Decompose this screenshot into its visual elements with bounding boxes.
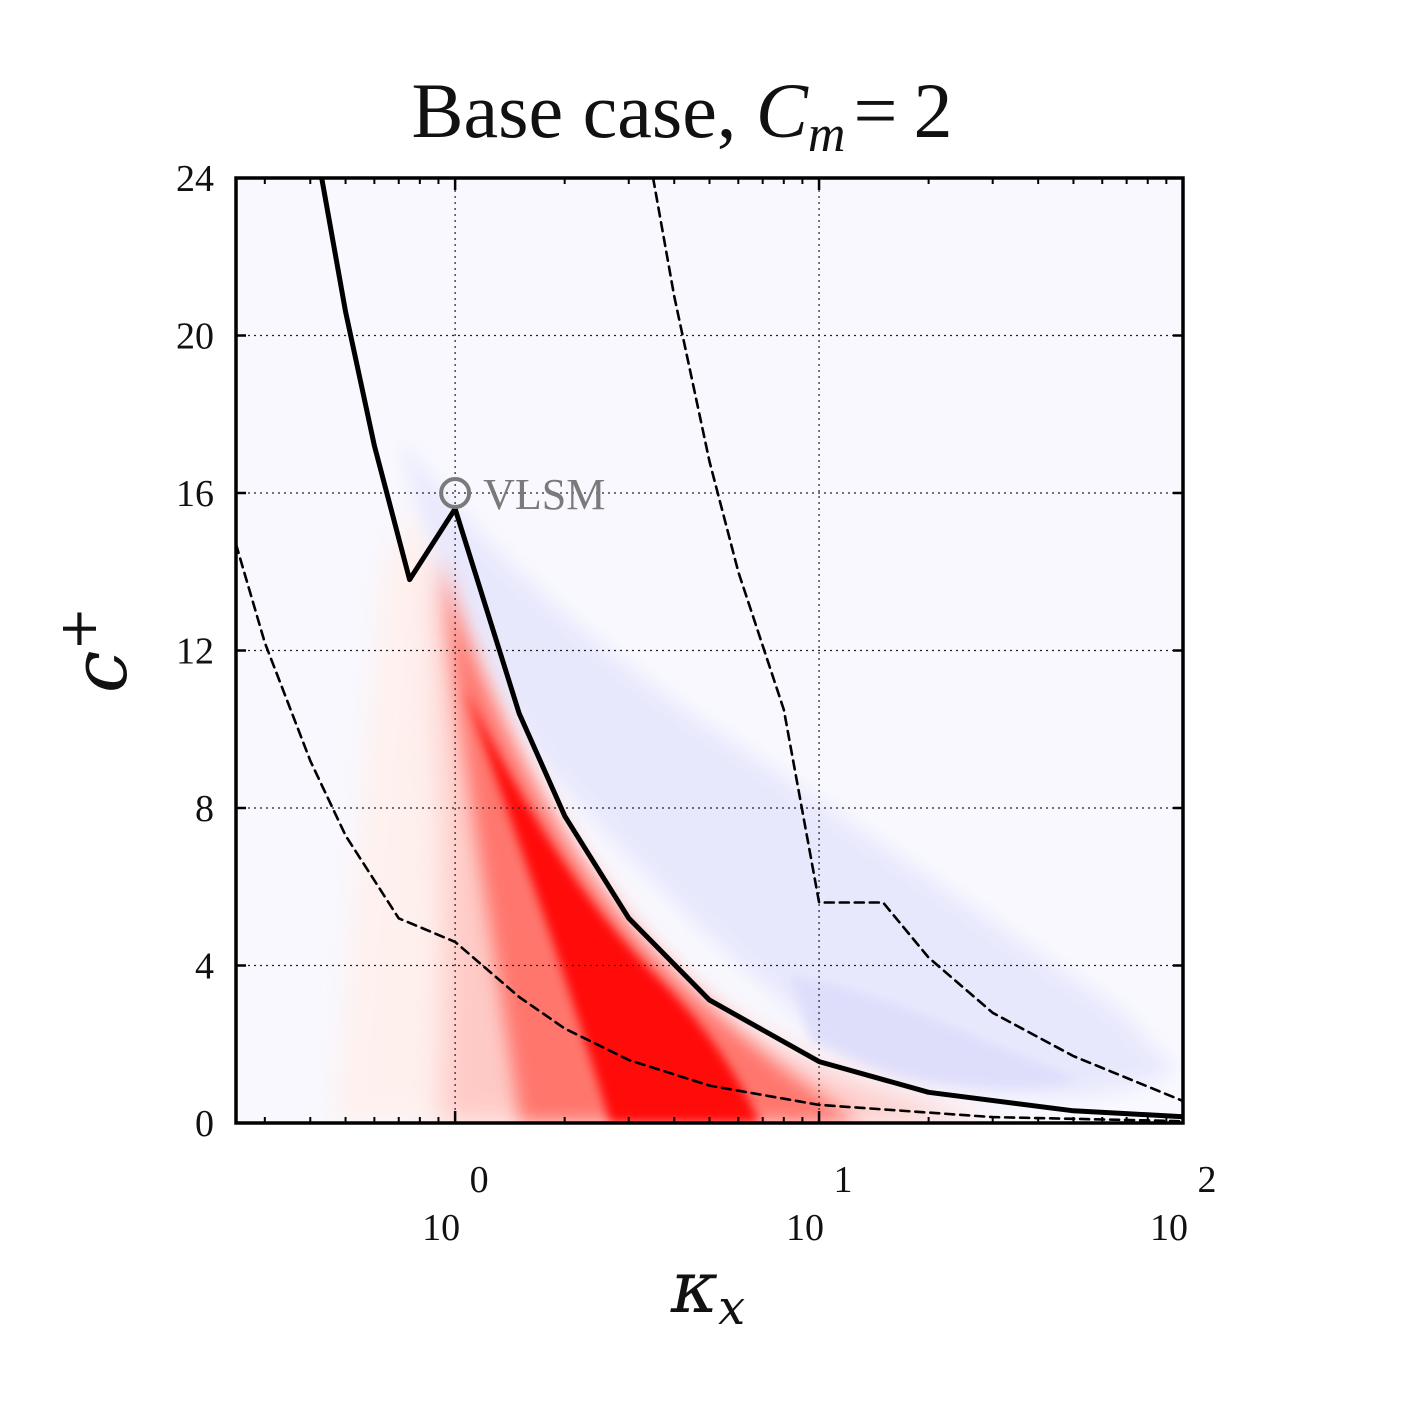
y-axis-label: c+ bbox=[49, 607, 144, 693]
x-tick-label-exponent: 0 bbox=[470, 1159, 489, 1201]
y-tick-labels: 0 4 8 12 16 20 24 bbox=[176, 158, 214, 1145]
x-tick-label-exponent: 2 bbox=[1198, 1159, 1217, 1201]
x-tick-label-base: 10 bbox=[422, 1207, 460, 1249]
y-axis-symbol: c bbox=[55, 651, 144, 694]
y-tick-label: 0 bbox=[195, 1103, 214, 1145]
curve-dashed-1 bbox=[236, 542, 1183, 1123]
vlsm-label: VLSM bbox=[483, 470, 605, 519]
heatmap-positive-strong bbox=[440, 560, 860, 1123]
y-tick-label: 16 bbox=[176, 473, 214, 515]
title-text: Base case, bbox=[412, 67, 756, 154]
curve-dashed-2 bbox=[651, 178, 1183, 1103]
y-tick-label: 4 bbox=[195, 946, 214, 988]
curves bbox=[236, 178, 1183, 1123]
title-symbol: C bbox=[756, 67, 809, 154]
axis-ticks bbox=[236, 176, 1185, 1125]
vlsm-marker: VLSM bbox=[439, 470, 605, 519]
heatmap-negative-upper bbox=[400, 440, 1175, 1098]
y-tick-label: 20 bbox=[176, 316, 214, 358]
x-axis-label: κx bbox=[670, 1245, 745, 1336]
y-axis-superscript: + bbox=[49, 607, 109, 651]
chart-title: Base case, Cm = 2 bbox=[412, 67, 953, 163]
x-axis-symbol: κ bbox=[670, 1245, 718, 1329]
y-tick-label: 12 bbox=[176, 631, 214, 673]
title-subscript: m bbox=[808, 106, 846, 163]
title-equals: = bbox=[853, 67, 897, 154]
y-tick-label: 8 bbox=[195, 788, 214, 830]
heatmap-positive-core bbox=[465, 690, 760, 1123]
vlsm-marker-circle bbox=[439, 477, 472, 509]
x-tick-label-base: 10 bbox=[786, 1207, 824, 1249]
x-tick-label-base: 10 bbox=[1150, 1207, 1188, 1249]
curve-solid-0 bbox=[319, 178, 1183, 1120]
grid-lines bbox=[236, 178, 1183, 1123]
x-axis-subscript: x bbox=[718, 1280, 745, 1336]
heatmap-field bbox=[335, 440, 1175, 1123]
title-value: 2 bbox=[913, 67, 952, 154]
y-tick-label: 24 bbox=[176, 158, 214, 200]
x-tick-label-exponent: 1 bbox=[834, 1159, 853, 1201]
heatmap-negative-lower bbox=[790, 975, 1080, 1088]
